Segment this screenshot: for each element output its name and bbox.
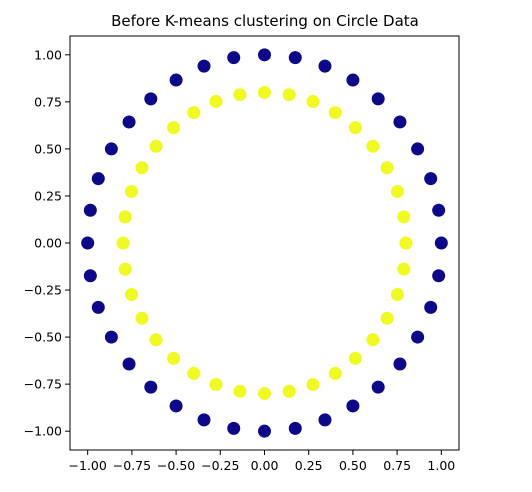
- point-series-0-14: [122, 115, 136, 129]
- point-series-0-34: [424, 300, 438, 314]
- point-series-0-6: [346, 73, 360, 87]
- y-axis: 1.00 0.75 0.50 0.25 0.00 −0.25 −0.50 −0.75 −1.00: [24, 47, 70, 439]
- point-series-0-27: [258, 424, 271, 438]
- y-tick-label: 0.00: [34, 236, 62, 251]
- point-series-1-19: [118, 262, 132, 276]
- x-tick-label: 0.25: [295, 458, 323, 473]
- points-layer: [81, 48, 448, 438]
- point-series-1-35: [397, 262, 411, 276]
- point-series-1-22: [149, 333, 163, 347]
- point-series-0-10: [227, 51, 241, 65]
- x-axis: −1.00 −0.75 −0.50 −0.25 0.00 0.25 0.50 0.75 1.00: [69, 450, 455, 473]
- point-series-1-16: [125, 184, 139, 198]
- point-series-1-27: [258, 387, 271, 401]
- point-series-0-33: [411, 330, 425, 344]
- point-series-1-12: [187, 106, 201, 120]
- point-series-0-11: [197, 59, 211, 73]
- chart-title: Before K-means clustering on Circle Data: [111, 12, 419, 30]
- point-series-1-23: [167, 351, 181, 365]
- point-series-1-10: [233, 88, 247, 102]
- point-series-1-17: [118, 210, 132, 224]
- point-series-0-2: [424, 172, 438, 186]
- point-series-0-16: [91, 172, 105, 186]
- point-series-0-13: [144, 92, 158, 106]
- point-series-0-21: [104, 330, 118, 344]
- y-tick-label: 0.25: [34, 188, 62, 203]
- x-tick-label: −0.50: [157, 458, 195, 473]
- x-tick-label: 0.00: [251, 458, 279, 473]
- point-series-0-15: [104, 142, 118, 156]
- point-series-0-19: [83, 269, 97, 283]
- point-series-0-7: [318, 59, 332, 73]
- point-series-1-28: [282, 384, 296, 398]
- y-tick-label: 0.75: [34, 94, 62, 109]
- point-series-0-29: [318, 413, 332, 427]
- point-series-1-29: [306, 378, 320, 392]
- point-series-0-32: [393, 357, 407, 371]
- point-series-1-8: [282, 88, 296, 102]
- point-series-1-18: [116, 236, 130, 250]
- point-series-1-26: [233, 384, 247, 398]
- y-tick-label: 1.00: [34, 47, 62, 62]
- point-series-1-0: [399, 236, 413, 250]
- point-series-1-1: [397, 210, 411, 224]
- point-series-0-31: [371, 380, 385, 394]
- y-tick-label: −0.75: [24, 377, 62, 392]
- point-series-0-17: [83, 203, 97, 217]
- point-series-1-4: [366, 139, 380, 153]
- point-series-0-8: [288, 51, 302, 65]
- y-tick-label: −0.25: [24, 283, 62, 298]
- point-series-0-35: [432, 269, 446, 283]
- point-series-1-9: [258, 85, 271, 99]
- point-series-0-24: [169, 399, 183, 413]
- point-series-0-3: [411, 142, 425, 156]
- point-series-0-1: [432, 203, 446, 217]
- point-series-1-6: [328, 106, 342, 120]
- y-tick-label: −1.00: [24, 424, 62, 439]
- point-series-0-23: [144, 380, 158, 394]
- point-series-1-14: [149, 139, 163, 153]
- point-series-0-28: [288, 421, 302, 435]
- point-series-0-4: [393, 115, 407, 129]
- point-series-0-30: [346, 399, 360, 413]
- point-series-0-9: [258, 48, 271, 62]
- point-series-0-12: [169, 73, 183, 87]
- point-series-1-7: [306, 94, 320, 108]
- point-series-0-5: [371, 92, 385, 106]
- x-tick-label: 1.00: [427, 458, 455, 473]
- point-series-1-30: [328, 366, 342, 380]
- x-tick-label: −0.75: [113, 458, 151, 473]
- point-series-0-20: [91, 300, 105, 314]
- point-series-0-0: [434, 236, 448, 250]
- point-series-1-3: [380, 161, 394, 175]
- point-series-1-31: [348, 351, 362, 365]
- point-series-0-25: [197, 413, 211, 427]
- x-tick-label: 0.50: [339, 458, 367, 473]
- point-series-1-24: [187, 366, 201, 380]
- x-tick-label: −0.25: [201, 458, 239, 473]
- point-series-1-25: [209, 378, 223, 392]
- point-series-1-32: [366, 333, 380, 347]
- x-tick-label: 0.75: [383, 458, 411, 473]
- point-series-1-11: [209, 94, 223, 108]
- point-series-1-20: [125, 288, 139, 302]
- point-series-0-18: [81, 236, 95, 250]
- point-series-1-15: [135, 161, 149, 175]
- x-tick-label: −1.00: [69, 458, 107, 473]
- point-series-1-21: [135, 311, 149, 325]
- point-series-1-13: [167, 121, 181, 135]
- y-tick-label: −0.50: [24, 330, 62, 345]
- point-series-1-34: [390, 288, 404, 302]
- y-tick-label: 0.50: [34, 141, 62, 156]
- point-series-1-5: [348, 121, 362, 135]
- point-series-0-26: [227, 421, 241, 435]
- point-series-0-22: [122, 357, 136, 371]
- point-series-1-2: [390, 184, 404, 198]
- point-series-1-33: [380, 311, 394, 325]
